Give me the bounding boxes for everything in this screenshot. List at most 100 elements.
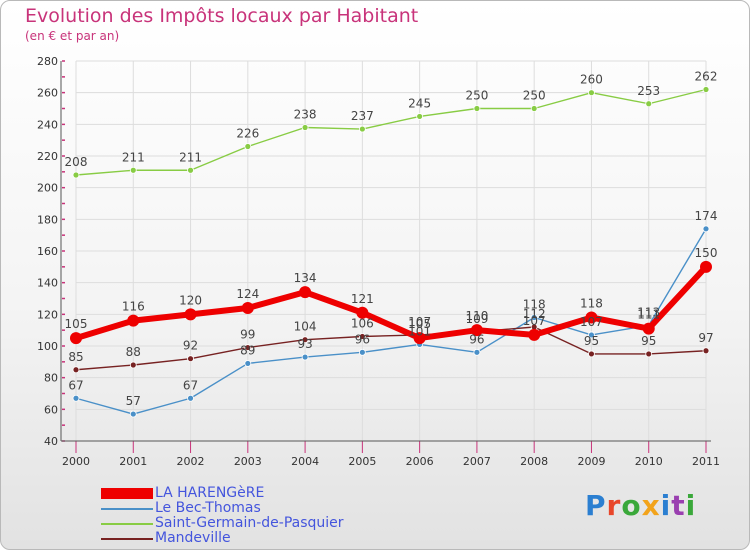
data-label-le-bec-thomas: 107: [580, 315, 603, 329]
data-label-le-bec-thomas: 101: [408, 324, 431, 338]
y-tick-label: 140: [37, 277, 58, 290]
data-point-saint-germain-de-pasquier: [702, 86, 710, 93]
legend-swatch-le-bec-thomas: [101, 508, 153, 510]
y-tick-label: 200: [37, 182, 58, 195]
data-label-le-bec-thomas: 89: [240, 343, 255, 357]
chart-subtitle: (en € et par an): [25, 29, 120, 43]
data-point-la-hareng-re: [356, 306, 369, 319]
data-label-saint-germain-de-pasquier: 238: [294, 108, 317, 122]
y-tick-label: 180: [37, 213, 58, 226]
data-label-la-hareng-re: 120: [179, 293, 202, 307]
data-point-mandeville: [588, 350, 595, 358]
data-point-mandeville: [187, 355, 194, 363]
data-point-la-hareng-re: [585, 311, 598, 324]
data-point-saint-germain-de-pasquier: [645, 100, 653, 108]
data-point-mandeville: [702, 347, 710, 355]
series-line-la-hareng-re: [75, 264, 709, 342]
data-label-saint-germain-de-pasquier: 226: [236, 127, 259, 141]
data-point-la-hareng-re: [241, 302, 254, 314]
y-tick-label: 240: [37, 118, 58, 131]
data-label-le-bec-thomas: 57: [126, 394, 141, 408]
data-point-saint-germain-de-pasquier: [530, 105, 538, 112]
data-point-le-bec-thomas: [301, 353, 309, 361]
data-label-la-hareng-re: 105: [408, 317, 431, 331]
x-tick-label: 2005: [348, 455, 376, 468]
data-point-le-bec-thomas: [702, 225, 710, 233]
logo-letter: o: [621, 489, 642, 522]
data-label-saint-germain-de-pasquier: 260: [580, 73, 603, 87]
legend-label-saint-germain: Saint-Germain-de-Pasquier: [155, 515, 344, 531]
data-point-le-bec-thomas: [129, 410, 137, 418]
data-point-le-bec-thomas: [473, 348, 481, 356]
series-line-saint-germain-de-pasquier: [75, 88, 707, 176]
data-label-mandeville: 99: [240, 328, 255, 342]
data-label-mandeville: 97: [698, 331, 713, 345]
data-label-le-bec-thomas: 96: [469, 332, 484, 346]
data-label-saint-germain-de-pasquier: 250: [523, 89, 546, 103]
data-label-saint-germain-de-pasquier: 245: [408, 96, 431, 110]
legend-label-le-bec-thomas: Le Bec-Thomas: [155, 500, 261, 516]
data-point-mandeville: [244, 344, 252, 351]
y-tick-label: 100: [37, 340, 58, 353]
x-tick-label: 2009: [577, 455, 605, 468]
data-label-mandeville: 92: [183, 339, 198, 353]
data-point-saint-germain-de-pasquier: [301, 124, 309, 131]
data-label-saint-germain-de-pasquier: 208: [65, 155, 88, 169]
x-tick-label: 2010: [635, 455, 663, 468]
data-label-la-hareng-re: 110: [465, 309, 488, 323]
logo-letter: i: [660, 489, 672, 522]
data-point-mandeville: [645, 350, 653, 358]
data-label-saint-germain-de-pasquier: 262: [695, 70, 718, 84]
data-label-mandeville: 85: [68, 350, 83, 364]
data-label-mandeville: 88: [126, 345, 141, 359]
x-tick-label: 2011: [692, 455, 720, 468]
data-point-saint-germain-de-pasquier: [187, 166, 194, 174]
data-label-mandeville: 112: [523, 307, 546, 321]
x-tick-label: 2004: [291, 455, 319, 468]
data-label-la-hareng-re: 105: [65, 317, 88, 331]
data-label-la-hareng-re: 150: [695, 246, 718, 260]
logo-letter: r: [606, 489, 622, 522]
data-label-le-bec-thomas: 93: [297, 337, 312, 351]
data-point-saint-germain-de-pasquier: [588, 89, 595, 97]
data-point-la-hareng-re: [642, 322, 655, 335]
x-tick-label: 2003: [234, 455, 262, 468]
data-point-saint-germain-de-pasquier: [129, 166, 137, 174]
data-label-la-hareng-re: 124: [236, 287, 259, 301]
data-point-mandeville: [72, 366, 80, 374]
data-label-mandeville: 104: [294, 320, 317, 334]
data-label-saint-germain-de-pasquier: 237: [351, 109, 374, 123]
data-label-le-bec-thomas: 113: [637, 305, 660, 319]
data-point-saint-germain-de-pasquier: [244, 143, 252, 150]
data-point-saint-germain-de-pasquier: [416, 113, 424, 120]
data-label-saint-germain-de-pasquier: 211: [122, 150, 145, 164]
data-label-saint-germain-de-pasquier: 211: [179, 150, 202, 164]
legend-label-la-harengere: LA HARENGèRE: [155, 485, 265, 501]
data-label-mandeville: 109: [465, 312, 488, 326]
x-tick-label: 2002: [177, 455, 205, 468]
data-label-mandeville: 95: [584, 334, 599, 348]
y-tick-label: 220: [37, 150, 58, 163]
data-label-la-hareng-re: 111: [637, 308, 660, 322]
series-line-le-bec-thomas: [75, 228, 707, 415]
data-label-la-hareng-re: 107: [523, 314, 546, 328]
data-point-la-hareng-re: [127, 314, 140, 327]
y-tick-label: 80: [44, 372, 58, 385]
data-point-la-hareng-re: [700, 260, 712, 273]
y-tick-label: 280: [37, 55, 58, 68]
data-label-la-hareng-re: 121: [351, 292, 374, 306]
data-point-le-bec-thomas: [358, 348, 366, 356]
data-point-la-hareng-re: [184, 308, 197, 321]
x-tick-label: 2001: [119, 455, 147, 468]
data-point-le-bec-thomas: [187, 394, 194, 402]
logo-letter: t: [671, 489, 686, 522]
x-tick-label: 2006: [406, 455, 434, 468]
data-point-mandeville: [358, 333, 366, 340]
x-tick-label: 2008: [520, 455, 548, 468]
data-point-saint-germain-de-pasquier: [72, 171, 80, 179]
logo-letter: P: [585, 489, 607, 522]
proxiti-logo: Proxiti: [585, 489, 696, 522]
data-label-mandeville: 107: [408, 315, 431, 329]
data-label-la-hareng-re: 134: [294, 271, 317, 285]
